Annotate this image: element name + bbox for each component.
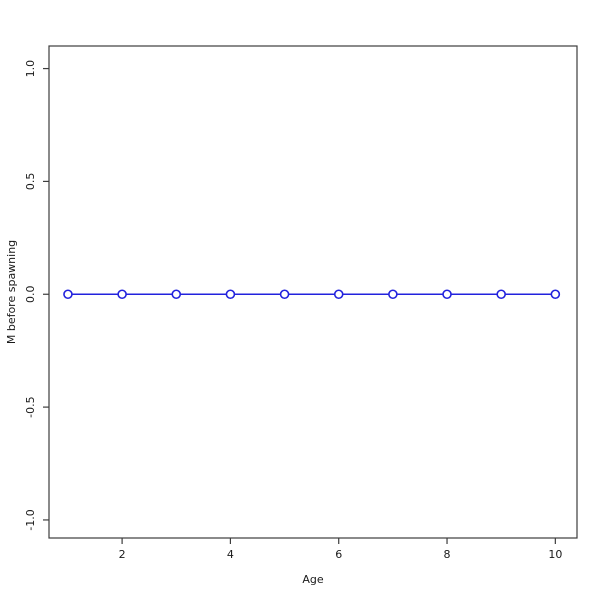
data-point-marker — [117, 289, 127, 300]
data-point-marker — [171, 289, 182, 300]
y-axis-label: M before spawning — [5, 240, 18, 344]
y-axis-ticks: -1.0 -0.5 0.0 0.5 1.0 — [24, 60, 49, 531]
y-tick-label: -1.0 — [24, 509, 37, 530]
x-tick-label: 8 — [444, 548, 451, 561]
x-axis-ticks: 2 4 6 8 10 — [119, 538, 562, 561]
x-tick-label: 6 — [335, 548, 342, 561]
x-tick-label: 4 — [227, 548, 234, 561]
data-point-marker — [225, 289, 236, 300]
x-axis-label: Age — [302, 573, 324, 586]
data-point-marker — [388, 289, 398, 300]
data-point-marker — [63, 289, 73, 300]
y-tick-label: 0.5 — [24, 173, 37, 191]
data-point-marker — [279, 289, 290, 300]
plot-border — [48, 45, 578, 539]
data-point-marker — [442, 289, 452, 300]
x-tick-label: 10 — [548, 548, 562, 561]
data-point-marker — [333, 289, 344, 300]
y-tick-label: -0.5 — [24, 396, 37, 417]
data-series-line — [63, 289, 561, 300]
y-tick-label: 1.0 — [24, 60, 37, 78]
x-tick-label: 2 — [119, 548, 126, 561]
y-tick-label: 0.0 — [24, 286, 37, 304]
data-point-marker — [550, 289, 561, 300]
data-point-marker — [496, 289, 506, 300]
